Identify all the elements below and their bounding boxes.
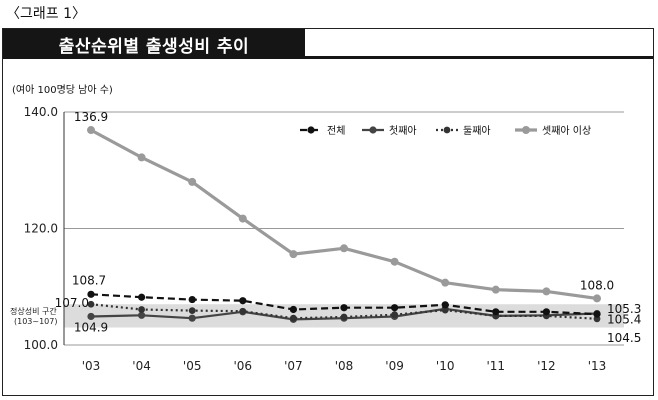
series-0-point xyxy=(542,308,551,316)
series-2-point xyxy=(138,306,146,313)
series-0-point xyxy=(87,290,95,298)
series-1-point xyxy=(138,311,146,319)
y-tick-label: 120.0 xyxy=(24,222,58,236)
data-label: 108.0 xyxy=(580,278,614,292)
series-0-point xyxy=(289,305,297,314)
normal-band-range-label: (103~107) xyxy=(14,317,57,326)
data-label: 104.5 xyxy=(607,331,641,345)
x-tick-label: '07 xyxy=(284,359,303,373)
series-line-3 xyxy=(90,128,598,300)
data-label: 136.9 xyxy=(74,110,108,124)
y-unit-label: (여아 100명당 남아 수) xyxy=(12,84,113,96)
legend-marker-3 xyxy=(522,126,530,134)
series-3-point xyxy=(390,257,399,266)
series-0-point xyxy=(340,304,348,312)
x-tick-label: '12 xyxy=(537,359,556,373)
legend-label-2: 둘째아 xyxy=(463,125,491,137)
series-0-point xyxy=(188,295,196,304)
series-2-point xyxy=(188,307,196,315)
series-3-point xyxy=(289,250,298,259)
title-rule xyxy=(305,56,653,59)
series-1-point xyxy=(188,314,196,322)
legend-label-1: 첫째아 xyxy=(389,125,417,137)
y-tick-label: 100.0 xyxy=(24,338,58,352)
series-2-point xyxy=(239,307,247,315)
x-tick-label: '11 xyxy=(487,359,506,373)
legend-marker-1 xyxy=(369,126,377,134)
data-label: 105.4 xyxy=(607,313,641,327)
legend-marker-0 xyxy=(307,126,315,134)
series-3-point xyxy=(441,278,450,287)
legend-marker-2 xyxy=(443,126,451,134)
series-0-point xyxy=(593,310,601,318)
chart-frame: 출산순위별 출생성비 추이 xyxy=(2,28,654,396)
series-2-point xyxy=(290,314,297,322)
series-0-point xyxy=(441,301,449,309)
data-label: 105.3 xyxy=(607,302,641,316)
series-2-point xyxy=(441,306,449,314)
series-3-point xyxy=(238,214,247,223)
x-tick-label: '04 xyxy=(132,359,151,373)
x-tick-label: '06 xyxy=(234,359,253,373)
series-0-point xyxy=(239,297,247,305)
series-0-point xyxy=(138,293,146,301)
series-0-point xyxy=(391,304,399,312)
series-3-point xyxy=(593,294,601,303)
legend-label-0: 전체 xyxy=(327,125,345,137)
normal-band-label: 정상성비 구간 xyxy=(10,306,57,316)
series-2-point xyxy=(391,311,398,319)
series-3-point xyxy=(491,285,500,294)
series-3-point xyxy=(542,287,551,296)
chart-title: 출산순위별 출생성비 추이 xyxy=(3,29,305,59)
series-3-point xyxy=(188,177,197,186)
x-tick-label: '05 xyxy=(183,359,202,373)
graph-number-label: 〈그래프 1〉 xyxy=(6,6,86,22)
series-3-point xyxy=(137,153,146,162)
series-0-point xyxy=(492,308,500,316)
series-2-point xyxy=(87,300,95,308)
x-tick-label: '09 xyxy=(385,359,404,373)
legend-label-3: 셋째아 이상 xyxy=(542,125,591,137)
series-2-point xyxy=(340,313,348,321)
x-tick-label: '13 xyxy=(588,359,607,373)
series-3-point xyxy=(87,126,95,135)
data-label: 108.7 xyxy=(72,273,106,287)
series-1-point xyxy=(87,312,95,321)
x-tick-label: '08 xyxy=(335,359,354,373)
y-tick-label: 140.0 xyxy=(24,105,58,119)
data-label: 104.9 xyxy=(74,320,108,334)
data-label: 107.0 xyxy=(55,296,89,310)
series-3-point xyxy=(340,244,348,253)
x-tick-label: '10 xyxy=(436,359,455,373)
x-tick-label: '03 xyxy=(82,359,101,373)
